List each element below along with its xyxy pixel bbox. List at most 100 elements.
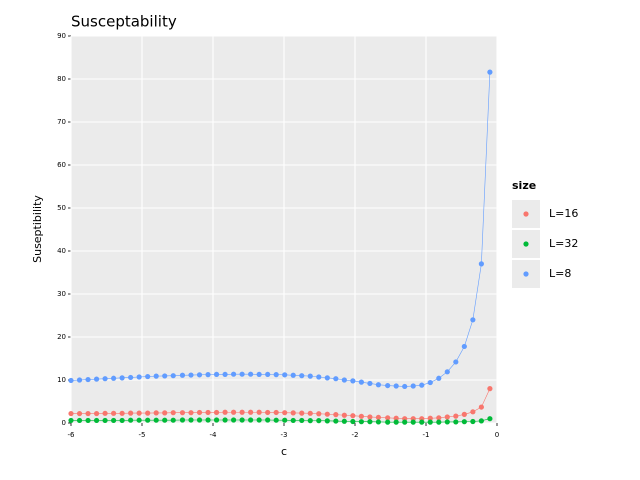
point (128, 410, 134, 416)
point (145, 410, 151, 416)
point (265, 409, 271, 416)
point (419, 382, 425, 388)
point (282, 372, 288, 378)
point (290, 372, 296, 378)
y-tick-label: 10 (57, 376, 66, 384)
point (119, 410, 125, 416)
point (239, 417, 245, 423)
x-tick-label: -5 (139, 431, 146, 439)
point (136, 410, 142, 416)
point (265, 371, 271, 378)
chart-title: Susceptability (71, 13, 177, 31)
point (239, 371, 245, 377)
grid: 0 10 20 30 40 50 60 70 80 90 -6 -5 -4 -3 -2 -1 0 (57, 32, 499, 439)
point (248, 417, 254, 423)
point (333, 412, 339, 418)
point (85, 376, 91, 383)
point (102, 417, 108, 424)
point (444, 369, 450, 375)
point (76, 410, 83, 417)
x-tick-label: -3 (281, 431, 288, 439)
point (256, 417, 262, 423)
y-tick-label: 40 (57, 247, 66, 255)
point (341, 412, 347, 418)
point (316, 418, 322, 424)
point (213, 371, 220, 378)
legend-title: size (512, 179, 536, 192)
point (316, 374, 322, 380)
legend-label: L=8 (549, 267, 571, 280)
point (265, 417, 271, 423)
point (248, 409, 254, 415)
point (111, 375, 117, 381)
point (461, 411, 467, 417)
point (205, 417, 211, 423)
point (153, 373, 159, 379)
point (119, 417, 125, 424)
point (68, 410, 74, 417)
point (478, 418, 484, 424)
point (102, 376, 108, 382)
point (196, 372, 203, 378)
legend-label: L=16 (549, 207, 578, 220)
x-tick-label: -1 (423, 431, 430, 439)
point (179, 417, 186, 423)
point (282, 410, 288, 416)
point (170, 373, 176, 379)
point (273, 417, 279, 423)
point (436, 419, 442, 425)
point (102, 410, 108, 416)
point (239, 409, 245, 415)
point (427, 415, 433, 421)
point (427, 379, 433, 386)
point (76, 377, 83, 383)
legend-marker (523, 211, 529, 217)
point (256, 371, 262, 378)
legend-marker (523, 271, 529, 277)
point (375, 419, 382, 425)
point (299, 417, 305, 424)
point (453, 413, 459, 419)
point (453, 419, 459, 425)
x-tick-label: -4 (210, 431, 218, 439)
point (410, 383, 416, 389)
point (385, 419, 391, 425)
point (222, 371, 228, 378)
point (461, 343, 467, 350)
point (324, 375, 330, 381)
point (299, 373, 305, 379)
point (213, 409, 220, 416)
point (307, 418, 313, 424)
point (393, 419, 399, 425)
point (205, 372, 211, 378)
point (367, 419, 373, 425)
point (487, 386, 493, 392)
point (324, 411, 330, 417)
point (341, 418, 347, 424)
point (324, 418, 330, 424)
y-tick-label: 20 (57, 333, 66, 341)
point (470, 418, 476, 425)
point (85, 410, 91, 417)
x-tick-label: -2 (352, 431, 359, 439)
point (162, 373, 168, 379)
point (162, 410, 168, 416)
point (213, 417, 220, 423)
point (290, 410, 296, 416)
point (487, 69, 493, 75)
point (111, 417, 117, 424)
point (230, 409, 237, 415)
point (470, 409, 476, 415)
legend: L=16 L=32 L=8 (512, 200, 578, 288)
point (470, 317, 476, 323)
point (153, 417, 159, 423)
point (119, 375, 125, 381)
point (196, 409, 203, 416)
point (76, 417, 83, 424)
point (444, 414, 450, 420)
point (461, 419, 467, 425)
y-tick-label: 50 (57, 204, 66, 212)
point (153, 410, 159, 416)
point (410, 419, 416, 425)
